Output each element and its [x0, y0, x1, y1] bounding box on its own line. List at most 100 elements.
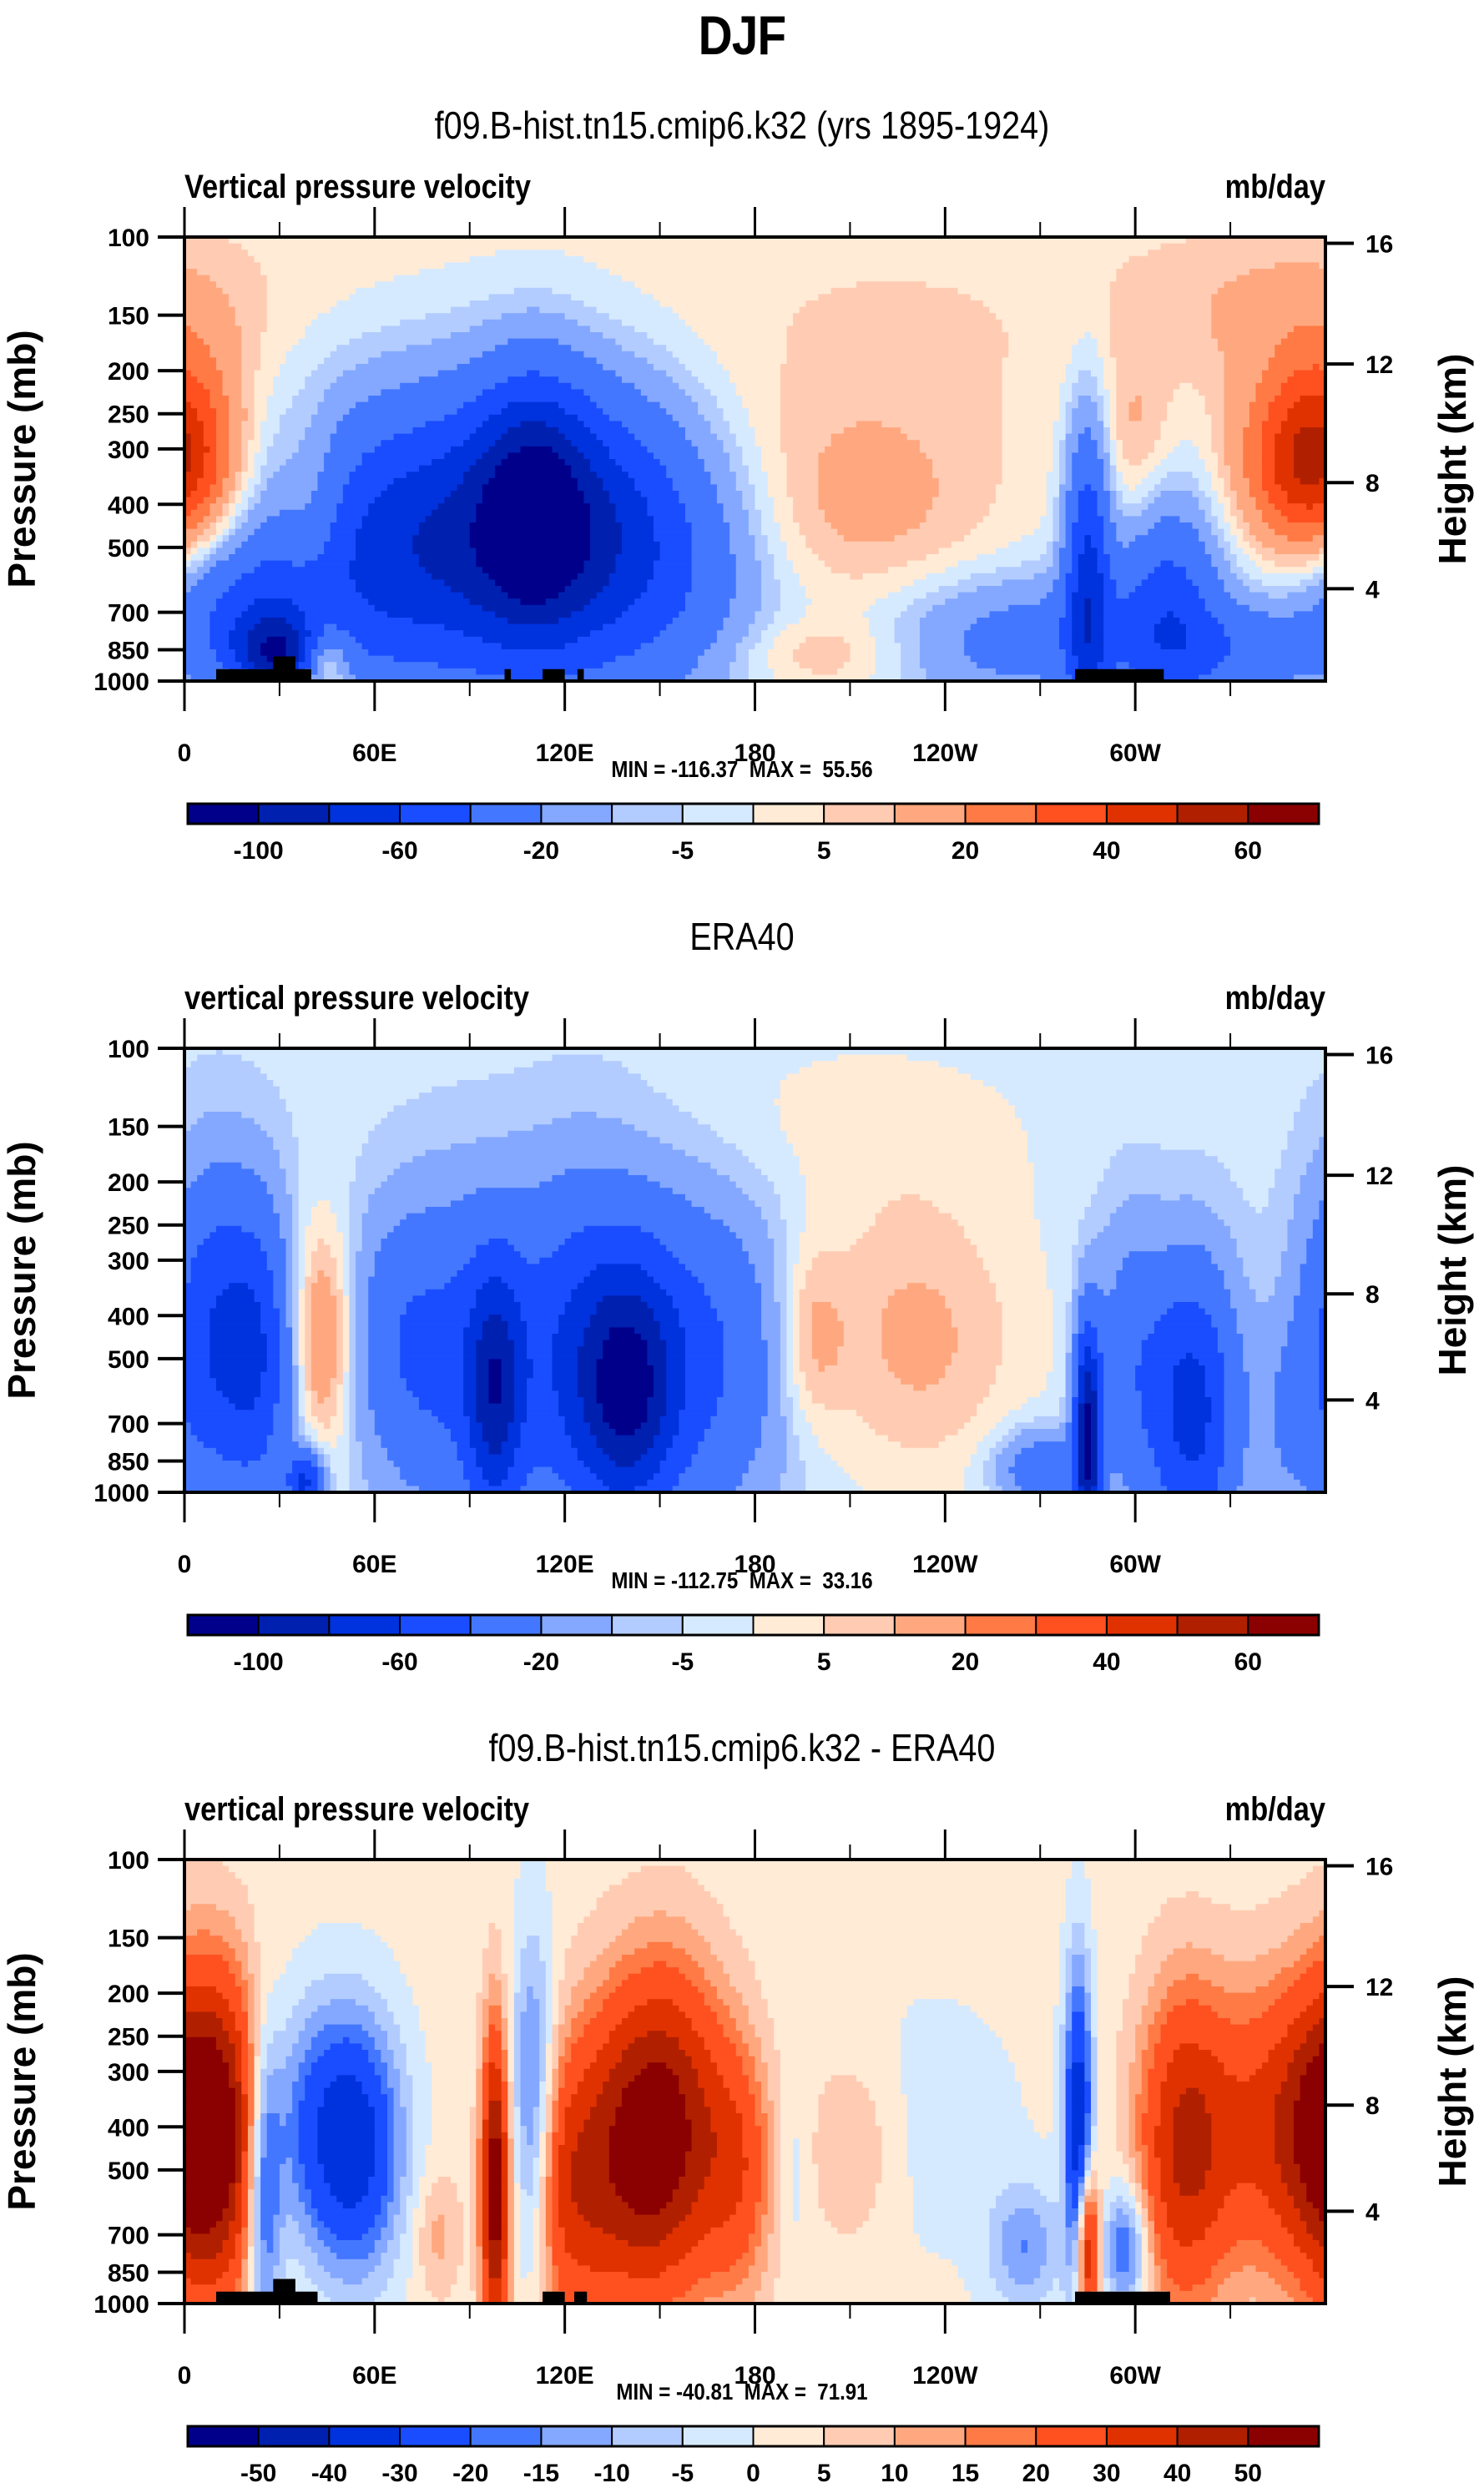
contour-cell — [241, 326, 268, 333]
contour-cell — [1116, 357, 1225, 365]
contour-cell — [184, 414, 198, 421]
contour-cell — [608, 2031, 648, 2038]
contour-cell — [564, 459, 591, 467]
contour-cell — [1173, 611, 1212, 618]
contour-cell — [298, 1181, 351, 1189]
contour-cell — [1059, 389, 1073, 396]
contour-cell — [374, 281, 635, 289]
contour-cell — [640, 1865, 686, 1873]
contour-cell — [786, 332, 1009, 340]
contour-cell — [659, 548, 693, 555]
contour-cell — [356, 1435, 382, 1442]
contour-cell — [786, 477, 820, 485]
contour-cell — [1059, 1941, 1073, 1949]
contour-cell — [361, 1461, 395, 1468]
contour-cell — [552, 1466, 591, 1474]
contour-cell — [1249, 1441, 1275, 1449]
contour-cell — [793, 1264, 813, 1271]
y-tick-label: 850 — [108, 1448, 149, 1476]
contour-cell — [1280, 1891, 1326, 1899]
contour-cell — [1230, 1225, 1289, 1233]
contour-cell — [1116, 382, 1180, 390]
contour-cell — [209, 618, 236, 625]
contour-cell — [1065, 1397, 1073, 1405]
contour-cell — [247, 1897, 515, 1905]
contour-cell — [330, 1441, 337, 1449]
contour-cell — [1243, 459, 1263, 467]
contour-cell — [577, 1365, 598, 1373]
contour-cell — [513, 1878, 547, 1885]
contour-cell — [723, 1346, 769, 1354]
contour-cell — [184, 1080, 274, 1088]
contour-cell — [615, 560, 654, 568]
contour-cell — [1091, 623, 1104, 631]
contour-cell — [1268, 1948, 1307, 1956]
panel-obs: 0 60E 120E 180 120W 60W1001502002503004005007… — [0, 1018, 1474, 1676]
contour-cell — [1287, 1466, 1326, 1474]
contour-cell — [361, 643, 502, 650]
contour-cell — [305, 1410, 312, 1417]
contour-cell — [222, 287, 268, 295]
contour-cell — [292, 1232, 300, 1239]
contour-cell — [1135, 1967, 1162, 1975]
contour-cell — [742, 497, 756, 504]
contour-cell — [235, 655, 249, 663]
contour-cell — [608, 313, 679, 320]
contour-cell — [1312, 535, 1326, 543]
contour-cell — [742, 1992, 762, 2000]
contour-cell — [305, 668, 319, 675]
contour-cell — [666, 1454, 693, 1461]
contour-cell — [203, 427, 217, 435]
contour-cell — [1319, 598, 1326, 606]
contour-cell — [647, 1416, 661, 1423]
contour-cell — [1153, 1454, 1187, 1461]
contour-cell — [875, 1429, 959, 1436]
contour-cell — [298, 1264, 305, 1271]
contour-cell — [266, 1188, 287, 1195]
y-right-tick-label: 12 — [1365, 351, 1393, 379]
contour-cell — [1275, 1397, 1320, 1405]
contour-cell — [1072, 1435, 1079, 1442]
contour-cell — [590, 503, 617, 511]
contour-cell — [1275, 472, 1295, 479]
contour-cell — [786, 554, 820, 562]
contour-cell — [1065, 2024, 1073, 2031]
contour-cell — [1072, 382, 1098, 390]
contour-cell — [356, 1162, 401, 1169]
contour-cell — [418, 2024, 477, 2031]
contour-cell — [412, 548, 477, 555]
contour-cell — [1052, 446, 1060, 453]
contour-cell — [1128, 1986, 1148, 1994]
contour-cell — [647, 1410, 667, 1417]
contour-cell — [418, 2011, 477, 2019]
contour-cell — [342, 414, 445, 421]
contour-cell — [349, 1194, 369, 1201]
contour-cell — [684, 1397, 718, 1405]
contour-cell — [919, 649, 965, 657]
contour-cell — [387, 1941, 490, 1949]
contour-cell — [780, 1397, 794, 1405]
contour-cell — [292, 452, 325, 460]
contour-cell — [197, 522, 210, 530]
contour-cell — [310, 2043, 331, 2051]
contour-cell — [197, 484, 210, 492]
contour-cell — [387, 484, 458, 492]
contour-cell — [254, 382, 274, 390]
contour-cell — [222, 509, 230, 517]
contour-cell — [1084, 2011, 1092, 2019]
contour-cell — [184, 1999, 230, 2006]
contour-cell — [1312, 2024, 1326, 2031]
contour-cell — [1167, 401, 1206, 409]
contour-cell — [1211, 528, 1225, 536]
contour-cell — [1109, 1473, 1123, 1481]
contour-cell — [755, 1447, 788, 1455]
contour-cell — [1078, 586, 1104, 593]
contour-cell — [793, 1416, 806, 1423]
contour-cell — [1059, 497, 1067, 504]
contour-cell — [476, 1999, 483, 2006]
contour-cell — [1312, 1865, 1326, 1873]
contour-cell — [342, 1397, 351, 1405]
contour-cell — [305, 1340, 312, 1347]
contour-cell — [1072, 1295, 1079, 1303]
contour-cell — [305, 611, 388, 618]
